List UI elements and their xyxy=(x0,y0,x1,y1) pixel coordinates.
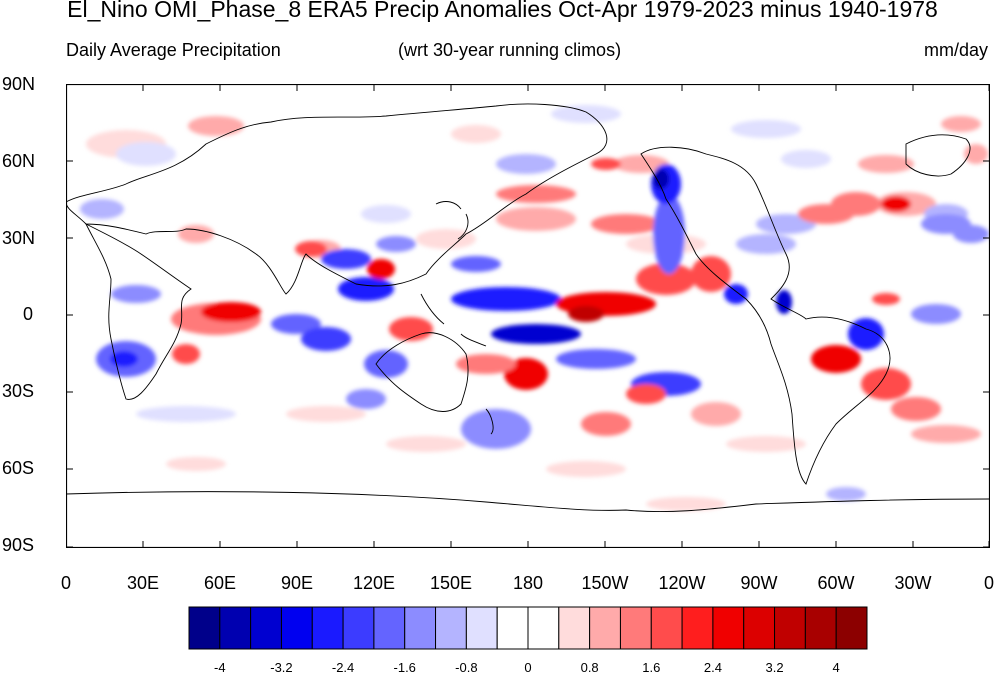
colorbar-tick-label: -0.8 xyxy=(455,660,478,675)
lon-label-90w: 90W xyxy=(740,573,778,593)
colorbar-box xyxy=(743,606,776,650)
lon-label-180: 180 xyxy=(512,573,544,593)
colorbar-tick-label: 3.2 xyxy=(765,660,784,675)
colorbar-box xyxy=(465,606,498,650)
subtitle-reference: (wrt 30-year running climos) xyxy=(398,40,622,60)
colorbar-box xyxy=(774,606,806,650)
colorbar-box xyxy=(311,606,344,650)
colorbar-box xyxy=(650,606,683,650)
lon-label-0-east: 0 xyxy=(983,573,995,593)
lat-label-90n: 90N xyxy=(2,74,36,94)
colorbar-box xyxy=(404,606,437,650)
lon-label-120w: 120W xyxy=(658,573,706,593)
colorbar-tick-label: -3.2 xyxy=(270,660,293,675)
lat-label-30s: 30S xyxy=(2,381,35,401)
colorbar-box xyxy=(342,606,375,650)
subtitle-units: mm/day xyxy=(923,40,988,60)
lon-label-150e: 150E xyxy=(429,573,473,593)
colorbar-tick-label: 1.6 xyxy=(642,660,661,675)
colorbar-box xyxy=(280,606,313,650)
lon-label-30e: 30E xyxy=(126,573,160,593)
colorbar-box xyxy=(435,606,467,650)
coastlines xyxy=(66,103,990,513)
colorbar-tick-label: -1.6 xyxy=(393,660,416,675)
colorbar-box xyxy=(589,606,621,650)
lon-label-0: 0 xyxy=(60,573,72,593)
lat-label-eq: 0 xyxy=(23,304,34,324)
colorbar-box xyxy=(250,606,282,650)
lon-label-90e: 90E xyxy=(280,573,314,593)
colorbar-box xyxy=(219,606,252,650)
colorbar-box xyxy=(373,606,406,650)
tick-marks xyxy=(66,84,990,548)
colorbar-box xyxy=(188,606,221,650)
lon-label-60w: 60W xyxy=(817,573,855,593)
colorbar-box xyxy=(712,606,745,650)
colorbar-tick-label: 2.4 xyxy=(703,660,722,675)
lon-label-60e: 60E xyxy=(203,573,237,593)
colorbar-tick-label: -2.4 xyxy=(331,660,355,675)
colorbar-tick-label: 0 xyxy=(524,660,532,675)
colorbar-box xyxy=(527,606,560,650)
colorbar-box xyxy=(619,606,652,650)
colorbar-box xyxy=(558,606,591,650)
precip-anomaly-map xyxy=(66,84,990,548)
lat-label-30n: 30N xyxy=(2,228,36,248)
lon-label-30w: 30W xyxy=(894,573,932,593)
colorbar-box xyxy=(835,606,868,650)
map-border xyxy=(66,84,990,548)
subtitle-variable: Daily Average Precipitation xyxy=(66,40,281,60)
colorbar xyxy=(188,606,868,650)
colorbar-tick-label: 0.8 xyxy=(580,660,599,675)
colorbar-box xyxy=(804,606,837,650)
lon-label-150w: 150W xyxy=(581,573,629,593)
anomaly-field xyxy=(80,105,989,511)
colorbar-tick-label: 4 xyxy=(832,660,840,675)
lon-label-120e: 120E xyxy=(352,573,396,593)
colorbar-box xyxy=(496,606,529,650)
lat-label-60n: 60N xyxy=(2,151,36,171)
lat-label-60s: 60S xyxy=(2,458,35,478)
lat-label-90s: 90S xyxy=(2,535,35,555)
colorbar-tick-label: -4 xyxy=(214,660,226,675)
colorbar-box xyxy=(681,606,714,650)
map-title: El_Nino OMI_Phase_8 ERA5 Precip Anomalie… xyxy=(67,0,938,22)
